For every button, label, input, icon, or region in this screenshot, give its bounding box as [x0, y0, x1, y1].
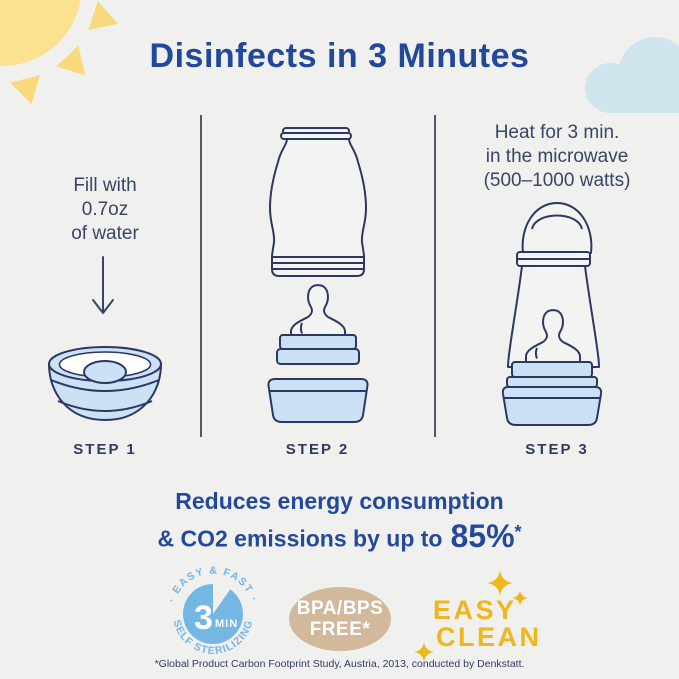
sun-icon [0, 0, 118, 105]
sparkle-icon [487, 570, 513, 596]
claim-highlight-percent: 85% [450, 517, 515, 554]
footnote: *Global Product Carbon Footprint Study, … [154, 658, 525, 670]
claim-asterisk: * [514, 522, 522, 542]
timer-wedge-icon [213, 578, 234, 614]
step-1-instruction-line: Fill with [73, 175, 137, 196]
step-1-instruction: Fill with 0.7oz of water [15, 174, 195, 246]
sparkle-icon [414, 642, 434, 662]
step-1-instruction-line: of water [71, 223, 139, 244]
step-2-label: STEP 2 [285, 441, 350, 458]
cloud-icon [585, 37, 679, 113]
energy-claim-line-1: Reduces energy consumption [175, 488, 504, 514]
bpa-free-line-1: BPA/BPS [296, 598, 384, 619]
step-3-instruction-line: Heat for 3 min. [494, 122, 620, 143]
energy-claim: Reduces energy consumption & CO2 emissio… [0, 486, 679, 555]
water-bowl-illustration [47, 346, 163, 422]
page-title: Disinfects in 3 Minutes [149, 37, 530, 75]
arrow-down-icon [92, 256, 114, 314]
step-3-label: STEP 3 [525, 441, 589, 458]
easy-clean-line-2: CLEAN [436, 622, 542, 652]
step-1-instruction-line: 0.7oz [81, 199, 129, 220]
bottle-parts-illustration [267, 127, 369, 423]
step-3-instruction-line: (500–1000 watts) [483, 170, 631, 191]
self-sterilizing-badge: 3 MIN · EASY & FAST · SELF STERILIZING [166, 565, 259, 657]
assembled-bottle-illustration [501, 202, 603, 426]
step-3-instruction-line: in the microwave [485, 146, 629, 167]
sparkle-icons [414, 570, 528, 662]
sparkle-icon [512, 590, 528, 606]
badge-minutes-number: 3 [194, 599, 213, 637]
step-1-label: STEP 1 [73, 441, 137, 458]
energy-claim-line-2-text: & CO2 emissions by up to [157, 525, 443, 552]
energy-claim-line-2: & CO2 emissions by up to 85%* [0, 517, 679, 555]
step-3-instruction: Heat for 3 min. in the microwave (500–10… [447, 121, 667, 193]
column-divider-right [434, 115, 436, 437]
badge-minutes-unit: MIN [215, 618, 238, 630]
bpa-free-badge: BPA/BPS FREE* [289, 587, 391, 651]
easy-clean-line-1: EASY [433, 595, 517, 625]
bpa-free-line-2: FREE* [309, 619, 371, 640]
column-divider-left [200, 115, 202, 437]
